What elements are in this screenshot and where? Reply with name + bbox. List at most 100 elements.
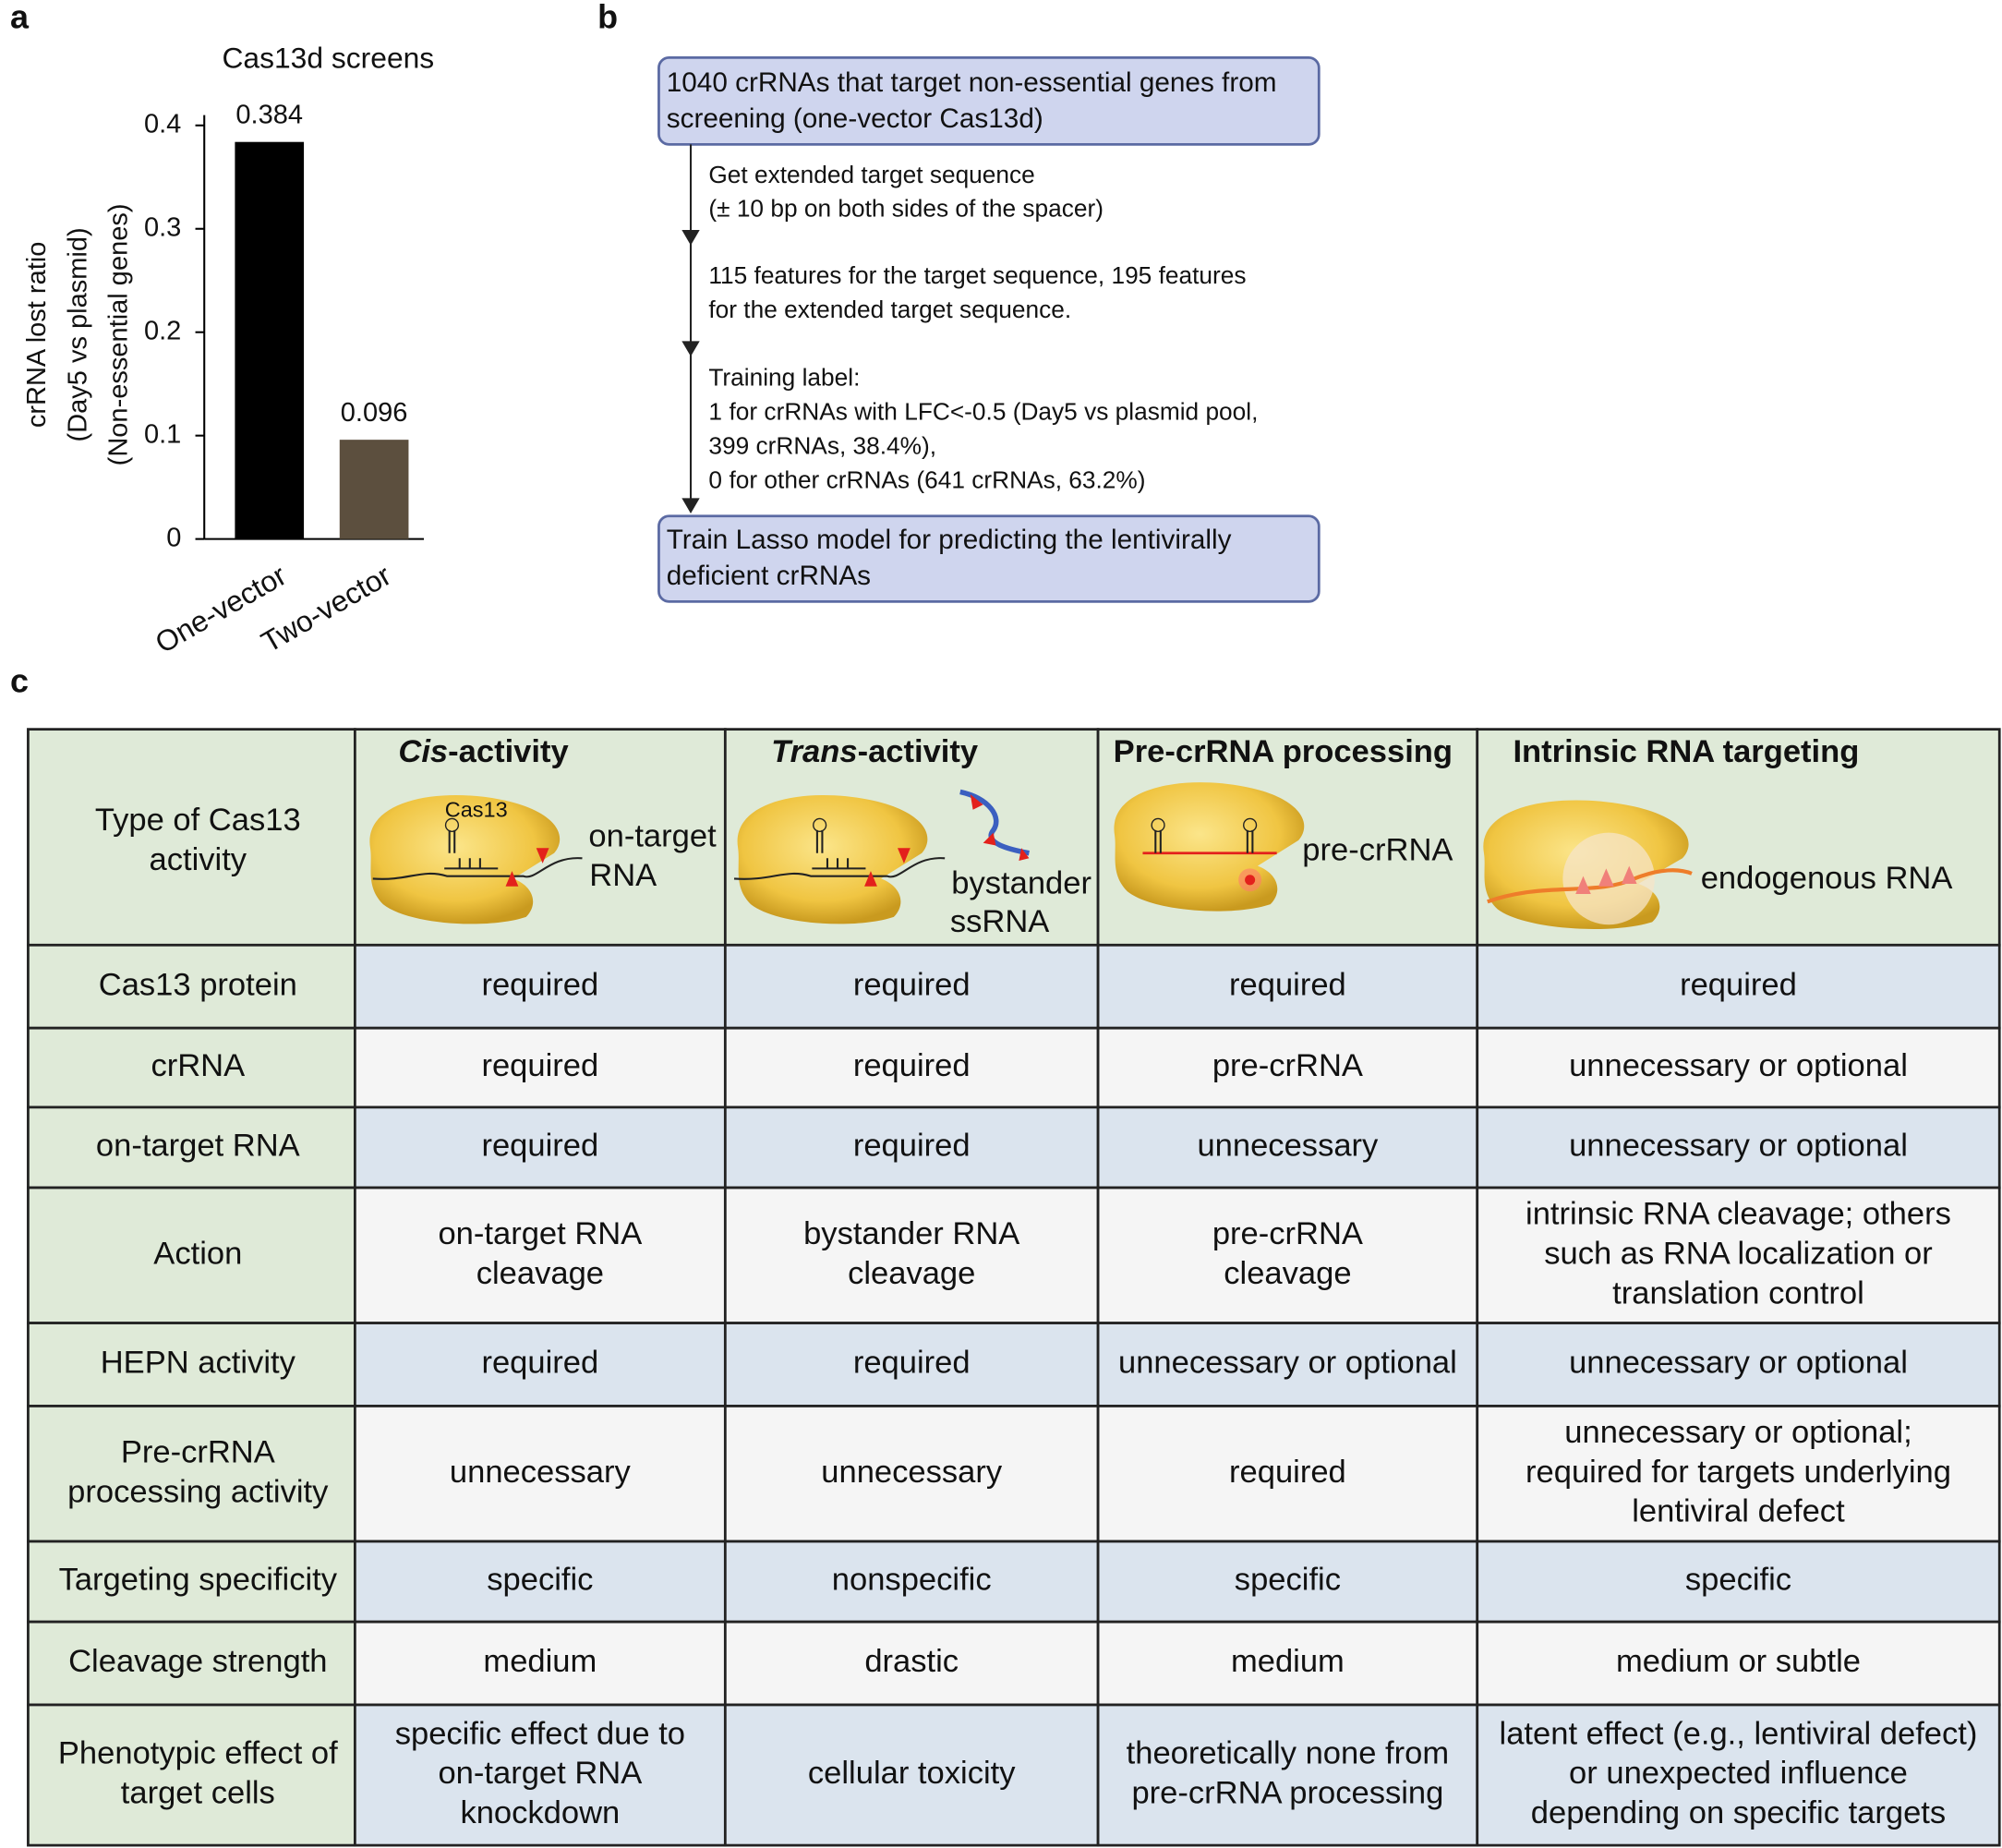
table-cell-text: lentiviral defect — [1632, 1494, 1845, 1529]
column-header-part: Intrinsic RNA targeting — [1513, 734, 1859, 769]
row-header: Pre-crRNA — [121, 1434, 275, 1469]
table-cell — [723, 1703, 1100, 1847]
table-cell-text: specific — [487, 1563, 593, 1598]
table-cell — [1096, 1322, 1479, 1407]
cut-site — [1575, 865, 1637, 895]
table-cell-text: intrinsic RNA cleavage; others — [1526, 1197, 1951, 1232]
table-cell — [27, 943, 356, 1030]
bar — [339, 440, 409, 539]
hairpin — [1243, 817, 1258, 832]
illustrations — [369, 782, 1693, 929]
illustration-label: pre-crRNA — [1302, 833, 1453, 868]
row-header: on-target RNA — [96, 1129, 300, 1164]
table-cell-text: required — [853, 967, 971, 1002]
table-cell-text: knockdown — [460, 1795, 620, 1830]
table-cell-text: cleavage — [476, 1256, 604, 1291]
crrna — [444, 829, 499, 870]
table-cell-text: depending on specific targets — [1531, 1795, 1946, 1830]
hairpin — [1154, 829, 1254, 853]
table-cell — [27, 1703, 356, 1847]
table-cell — [353, 1620, 727, 1707]
table-cell-text: specific — [1235, 1563, 1341, 1598]
table-cell-text: translation control — [1612, 1275, 1864, 1311]
row-header: processing activity — [67, 1474, 329, 1509]
table-cell — [1476, 1405, 2001, 1543]
table-cell — [1096, 1540, 1479, 1624]
table-cell — [1096, 1703, 1479, 1847]
rna-strand — [372, 857, 583, 880]
table-cell-text: such as RNA localization or — [1544, 1236, 1933, 1271]
table-cell — [723, 943, 1100, 1030]
table-cell — [353, 1540, 727, 1624]
illustration-label: on-target — [588, 818, 717, 853]
table-cell-text: cellular toxicity — [808, 1756, 1016, 1791]
column-header-part: Trans — [771, 734, 857, 769]
table-cell-text: required — [1680, 967, 1797, 1002]
hairpin — [813, 817, 827, 832]
column-header-part: -activity — [858, 734, 979, 769]
table-cell-text: required — [1229, 1455, 1346, 1490]
illustration-label: endogenous RNA — [1701, 861, 1953, 896]
table-cell — [723, 1620, 1100, 1707]
table-cell-text: required — [853, 1129, 971, 1164]
illustration-label: RNA — [589, 858, 657, 893]
cas13-blob — [1114, 782, 1305, 912]
table-cell — [723, 1105, 1100, 1190]
y-tick-label: 0.1 — [144, 419, 181, 449]
crrna — [812, 829, 866, 870]
table-cell-text: required — [1229, 967, 1346, 1002]
table-cell — [1096, 1105, 1479, 1190]
flow-box-text: 1040 crRNAs that target non-essential ge… — [667, 67, 1277, 98]
column-header-part: -activity — [448, 734, 569, 769]
rna-strand — [733, 857, 946, 880]
table-cell — [353, 1703, 727, 1847]
flow-arrowhead — [681, 230, 700, 246]
table-cell — [353, 1186, 727, 1324]
y-tick-label: 0.4 — [144, 109, 181, 139]
flow-step-text: for other crRNAs (641 crRNAs, 63.2%) — [729, 465, 1145, 493]
row-header: crRNA — [151, 1048, 245, 1083]
row-header: Cas13 protein — [99, 967, 297, 1002]
table-cell-text: latent effect (e.g., lentiviral defect) — [1500, 1716, 1978, 1751]
row-header: target cells — [121, 1776, 275, 1811]
table-cell-text: pre-crRNA processing — [1131, 1776, 1443, 1811]
table-cell-text: pre-crRNA — [1212, 1048, 1363, 1083]
y-tick-label: 0 — [166, 523, 181, 552]
chart-title: Cas13d screens — [222, 42, 434, 75]
flow-step-text: Get extended target sequence — [708, 161, 1034, 188]
table-cell — [1476, 1322, 2001, 1407]
illustration-label: ssRNA — [950, 904, 1050, 939]
table-cell — [1476, 1703, 2001, 1847]
training-label: 1 — [708, 397, 722, 425]
table-cell-text: pre-crRNA — [1212, 1216, 1363, 1251]
flow-box — [657, 514, 1321, 603]
y-tick-label: 0.3 — [144, 212, 181, 242]
illustration-label: Cas13 — [445, 797, 508, 821]
table-cell-text: required — [481, 967, 598, 1002]
table-cell-text: unnecessary — [1197, 1129, 1379, 1164]
y-tick-label: 0.2 — [144, 316, 181, 345]
row-header: Phenotypic effect of — [58, 1736, 338, 1771]
y-axis-label: (Day5 vs plasmid) — [63, 227, 92, 441]
table-cell — [27, 1405, 356, 1543]
column-header: Cis-activity — [398, 734, 569, 769]
flow-arrowhead — [681, 498, 700, 513]
flow-step-text: (± 10 bp on both sides of the spacer) — [708, 195, 1104, 223]
column-header-part: Pre-crRNA processing — [1114, 734, 1453, 769]
table-cell — [1476, 1186, 2001, 1324]
cas13-blob — [737, 795, 928, 924]
table-cell-text: unnecessary or optional — [1118, 1346, 1457, 1381]
row-header: activity — [150, 842, 247, 877]
table-backgrounds — [27, 728, 2001, 1847]
table-cell-text: nonspecific — [832, 1563, 992, 1598]
table-cell-text: medium — [483, 1644, 597, 1679]
table-cell-text: or unexpected influence — [1569, 1756, 1908, 1791]
flow-step-text: for crRNAs with LFC<-0.5 (Day5 vs plasmi… — [729, 397, 1258, 425]
row-header: Action — [153, 1236, 242, 1271]
column-header: Intrinsic RNA targeting — [1513, 734, 1859, 769]
flow-step-text: 115 features for the target sequence, 19… — [708, 261, 1246, 289]
flow-step-text: for the extended target sequence. — [708, 296, 1071, 323]
table-cell-text: on-target RNA — [438, 1216, 642, 1251]
endogenous-rna — [1487, 868, 1693, 904]
